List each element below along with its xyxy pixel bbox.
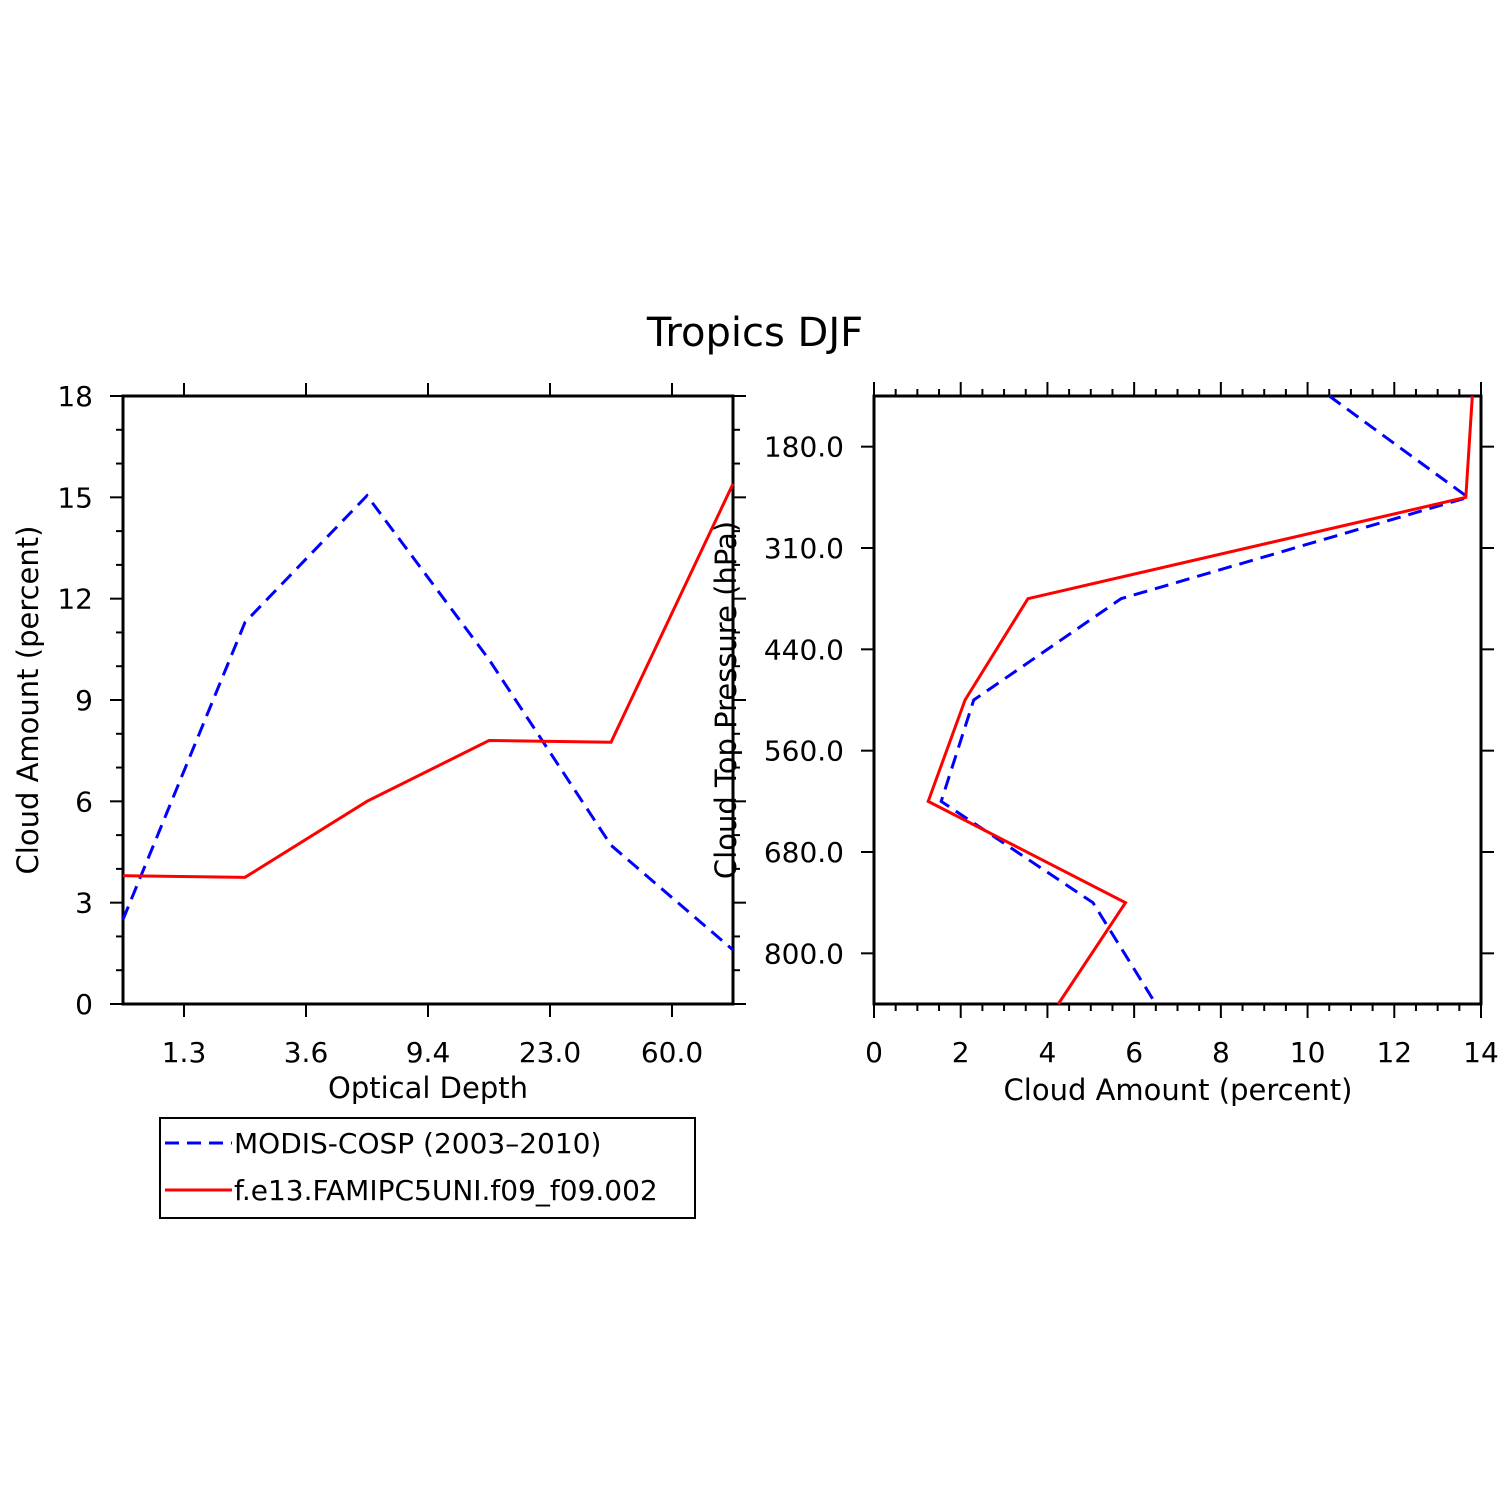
right-x-tick-label: 8 (1212, 1036, 1230, 1069)
left-x-tick-label: 3.6 (284, 1036, 329, 1069)
legend-label-model: f.e13.FAMIPC5UNI.f09_f09.002 (234, 1174, 658, 1207)
right-x-axis-label: Cloud Amount (percent) (1004, 1073, 1353, 1107)
right-series-model (926, 395, 1474, 1005)
left-y-tick-label: 18 (57, 380, 93, 413)
right-y-axis-label: Cloud Top Pressure (hPa) (709, 521, 743, 879)
left-x-tick-label: 1.3 (162, 1036, 207, 1069)
right-y-tick-label: 180.0 (764, 431, 844, 464)
left-x-tick-label: 23.0 (519, 1036, 581, 1069)
left-series (121, 483, 735, 952)
right-x-tick-label: 4 (1039, 1036, 1057, 1069)
right-y-tick-label: 560.0 (764, 735, 844, 768)
right-y-tick-label: 440.0 (764, 633, 844, 666)
right-y-tick-label: 680.0 (764, 836, 844, 869)
left-x-tick-label: 60.0 (641, 1036, 703, 1069)
right-y-tick-label: 800.0 (764, 937, 844, 970)
legend-label-modis: MODIS-COSP (2003–2010) (234, 1127, 601, 1160)
left-y-tick-label: 9 (75, 684, 93, 717)
left-y-tick-label: 6 (75, 785, 93, 818)
left-y-tick-label: 0 (75, 988, 93, 1021)
figure-title: Tropics DJF (646, 310, 863, 356)
optical-depth-panel: 0 3 6 9 12 15 18 1.3 3.6 9.4 23.0 60.0 Optical Dept… (11, 380, 746, 1105)
right-x-tick-label: 2 (952, 1036, 970, 1069)
legend-box (159, 1117, 696, 1219)
left-series-model (122, 483, 735, 879)
right-x-tick-label: 14 (1463, 1036, 1499, 1069)
left-ticks: 0 3 6 9 12 15 18 1.3 3.6 9.4 23.0 60.0 (57, 380, 746, 1069)
right-series-modis (939, 394, 1472, 1005)
right-y-tick-label: 310.0 (764, 532, 844, 565)
right-x-tick-label: 12 (1376, 1036, 1412, 1069)
left-x-axis-label: Optical Depth (328, 1071, 528, 1105)
left-y-tick-label: 15 (57, 481, 93, 514)
left-plot-frame (121, 394, 735, 1006)
left-series-modis (121, 493, 734, 952)
right-x-tick-label: 0 (865, 1036, 883, 1069)
left-y-tick-label: 12 (57, 583, 93, 616)
left-x-tick-label: 9.4 (406, 1036, 451, 1069)
pressure-panel: 0 2 4 6 8 10 12 14 180.0 310.0 440.0 560.0 680.0 800.… (709, 382, 1499, 1107)
left-y-tick-label: 3 (75, 887, 93, 920)
right-ticks: 0 2 4 6 8 10 12 14 180.0 310.0 440.0 560.0 680.0 800.… (764, 382, 1499, 1069)
right-series (926, 394, 1474, 1005)
left-y-axis-label: Cloud Amount (percent) (11, 526, 45, 875)
right-x-tick-label: 10 (1290, 1036, 1326, 1069)
right-x-tick-label: 6 (1125, 1036, 1143, 1069)
legend: MODIS-COSP (2003–2010) f.e13.FAMIPC5UNI.… (159, 1117, 696, 1219)
